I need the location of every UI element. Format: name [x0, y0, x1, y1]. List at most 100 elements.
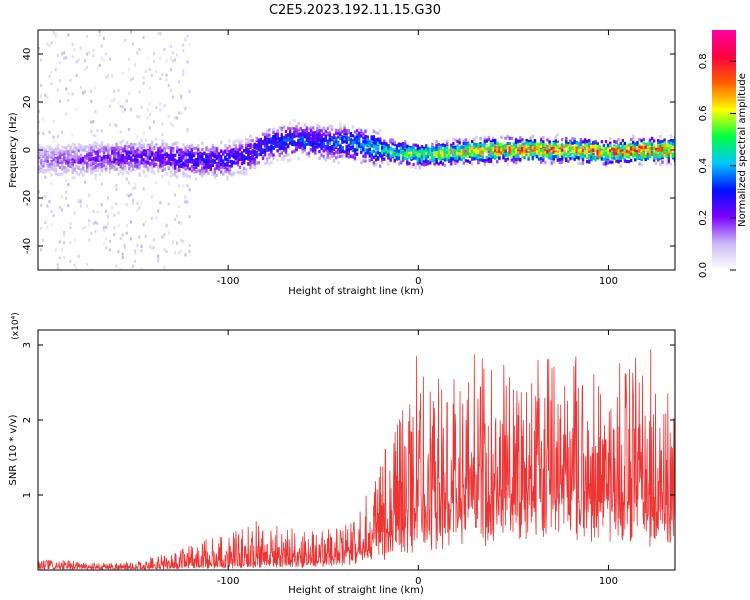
- spectrogram-cell: [109, 161, 112, 165]
- spectrogram-cell: [406, 152, 409, 156]
- spectrogram-cell: [161, 164, 164, 168]
- spectrogram-cell: [107, 214, 109, 218]
- spectrogram-cell: [40, 164, 43, 168]
- spectrogram-cell: [652, 153, 656, 157]
- spectrogram-cell: [414, 143, 417, 147]
- spectrogram-cell: [376, 156, 380, 160]
- spectrogram-cell: [546, 146, 549, 150]
- spectrogram-cell: [420, 153, 424, 157]
- spectrogram-cell: [498, 146, 501, 150]
- spectrogram-cell: [163, 248, 166, 252]
- spectrogram-cell: [303, 123, 306, 127]
- spectrogram-cell: [188, 249, 191, 253]
- spectrogram-cell: [140, 105, 143, 109]
- spectrogram-cell: [194, 165, 198, 170]
- spectrogram-cell: [634, 158, 637, 162]
- spectrogram-cell: [165, 172, 168, 176]
- spectrogram-cell: [353, 140, 357, 145]
- spectrogram-cell: [165, 162, 168, 166]
- spectrogram-cell: [606, 143, 610, 147]
- spectrogram-cell: [494, 149, 497, 153]
- spectrogram-cell: [274, 144, 277, 148]
- spectrogram-cell: [61, 152, 64, 157]
- spectrogram-cell: [119, 161, 122, 165]
- spectrogram-cell: [238, 152, 242, 156]
- spectrogram-cell: [52, 165, 55, 169]
- spectrogram-cell: [491, 147, 495, 151]
- spectrogram-cell: [203, 160, 206, 164]
- spectrogram-cell: [299, 145, 302, 149]
- spectrogram-cell: [148, 126, 151, 130]
- spectrogram-cell: [67, 33, 70, 37]
- spectrogram-cell: [123, 148, 127, 152]
- spectrogram-cell: [134, 149, 137, 154]
- spectrogram-cell: [228, 144, 231, 148]
- spectrogram-cell: [163, 47, 166, 51]
- spectrogram-cell: [217, 160, 221, 164]
- spectrogram-cell: [558, 147, 562, 151]
- spectrogram-cell: [224, 155, 227, 159]
- spectrogram-cell: [184, 147, 187, 151]
- spectrogram-cell: [450, 150, 453, 154]
- spectrogram-cell: [318, 132, 321, 136]
- spectrogram-cell: [581, 145, 585, 149]
- spectrogram-cell: [289, 127, 292, 131]
- spectrogram-cell: [389, 154, 392, 158]
- spectrogram-cell: [667, 146, 670, 150]
- spectrogram-cell: [261, 155, 265, 159]
- spectrogram-cell: [305, 127, 309, 131]
- spectrogram-cell: [157, 165, 160, 169]
- spectrogram-cell: [450, 143, 453, 147]
- spectrogram-cell: [249, 152, 252, 156]
- spectrogram-cell: [197, 163, 200, 167]
- spectrogram-cell: [642, 146, 645, 150]
- spectrogram-cell: [560, 150, 564, 154]
- spectrogram-cell: [512, 142, 516, 146]
- spectrogram-cell: [84, 226, 86, 229]
- spectrogram-cell: [67, 98, 70, 102]
- spectrogram-cell: [163, 157, 166, 161]
- spectrogram-cell: [594, 142, 597, 146]
- spectrogram-cell: [316, 127, 319, 131]
- spectrogram-cell: [479, 147, 482, 151]
- spectrogram-cell: [619, 142, 622, 146]
- spectrogram-cell: [627, 160, 631, 164]
- spectrogram-cell: [468, 154, 472, 159]
- spectrogram-cell: [397, 149, 401, 153]
- spectrogram-cell: [364, 143, 367, 147]
- spectrogram-cell: [638, 156, 641, 160]
- spectrogram-cell: [374, 154, 378, 158]
- spectrogram-cell: [71, 171, 74, 175]
- spectrogram-cell: [205, 159, 208, 163]
- spectrogram-cell: [144, 149, 148, 153]
- spectrogram-cell: [345, 146, 348, 150]
- spectrogram-cell: [650, 137, 654, 141]
- spectrogram-cell: [621, 139, 624, 143]
- spectrogram-cell: [588, 145, 591, 149]
- spectrogram-cell: [42, 170, 45, 174]
- spectrogram-cell: [125, 158, 129, 162]
- spectrogram-cell: [433, 146, 436, 150]
- spectrogram-cell: [322, 145, 325, 149]
- spectrogram-cell: [519, 139, 522, 143]
- spectrogram-cell: [153, 52, 155, 56]
- spectrogram-cell: [282, 143, 286, 148]
- spectrogram-cell: [211, 163, 214, 167]
- spectrogram-cell: [220, 149, 223, 153]
- spectrogram-cell: [429, 152, 432, 156]
- spectrogram-cell: [475, 150, 478, 154]
- spectrogram-cell: [125, 99, 128, 103]
- spectrogram-cell: [330, 136, 334, 140]
- spectrogram-cell: [50, 165, 53, 169]
- spectrogram-cell: [416, 162, 419, 166]
- spectrogram-cell: [107, 143, 110, 147]
- spectrogram-cell: [127, 162, 131, 166]
- spectrogram-cell: [665, 146, 668, 150]
- spectrogram-cell: [255, 137, 258, 141]
- spectrogram-cell: [602, 149, 606, 153]
- spectrogram-cell: [226, 153, 229, 157]
- spectrogram-cell: [182, 171, 185, 175]
- spectrogram-cell: [571, 156, 574, 160]
- spectrogram-cell: [343, 126, 346, 130]
- spectrogram-cell: [355, 141, 359, 145]
